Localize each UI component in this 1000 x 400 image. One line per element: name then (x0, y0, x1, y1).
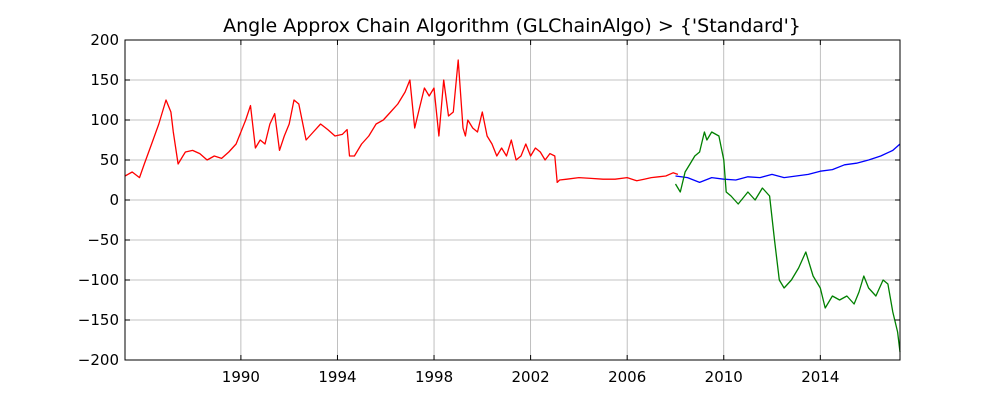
x-tick-label: 2010 (705, 368, 743, 386)
chart-title: Angle Approx Chain Algorithm (GLChainAlg… (223, 15, 801, 37)
x-tick-label: 2006 (608, 368, 646, 386)
x-tick-label: 2014 (801, 368, 839, 386)
series-line-3 (674, 131, 901, 353)
grid (125, 39, 900, 361)
x-tick-label: 2002 (512, 368, 550, 386)
y-tick-labels: 200 150 100 50 0 −50 −100 −150 −200 (78, 31, 119, 369)
series-line-2 (675, 143, 901, 184)
y-tick-label: −200 (78, 351, 119, 369)
x-tick-label: 1998 (415, 368, 453, 386)
x-tick-label: 1990 (222, 368, 260, 386)
y-tick-label: 100 (90, 111, 119, 129)
y-tick-label: 200 (90, 31, 119, 49)
series-line-1 (124, 59, 679, 184)
axis-ticks (125, 39, 900, 361)
y-tick-label: 0 (109, 191, 119, 209)
x-tick-labels: 1990 1994 1998 2002 2006 2010 2014 (222, 368, 840, 386)
y-tick-label: −150 (78, 311, 119, 329)
y-tick-label: 150 (90, 71, 119, 89)
y-tick-label: −100 (78, 271, 119, 289)
series-group (124, 59, 901, 353)
x-tick-label: 1994 (318, 368, 356, 386)
y-tick-label: −50 (87, 231, 119, 249)
y-tick-label: 50 (100, 151, 119, 169)
